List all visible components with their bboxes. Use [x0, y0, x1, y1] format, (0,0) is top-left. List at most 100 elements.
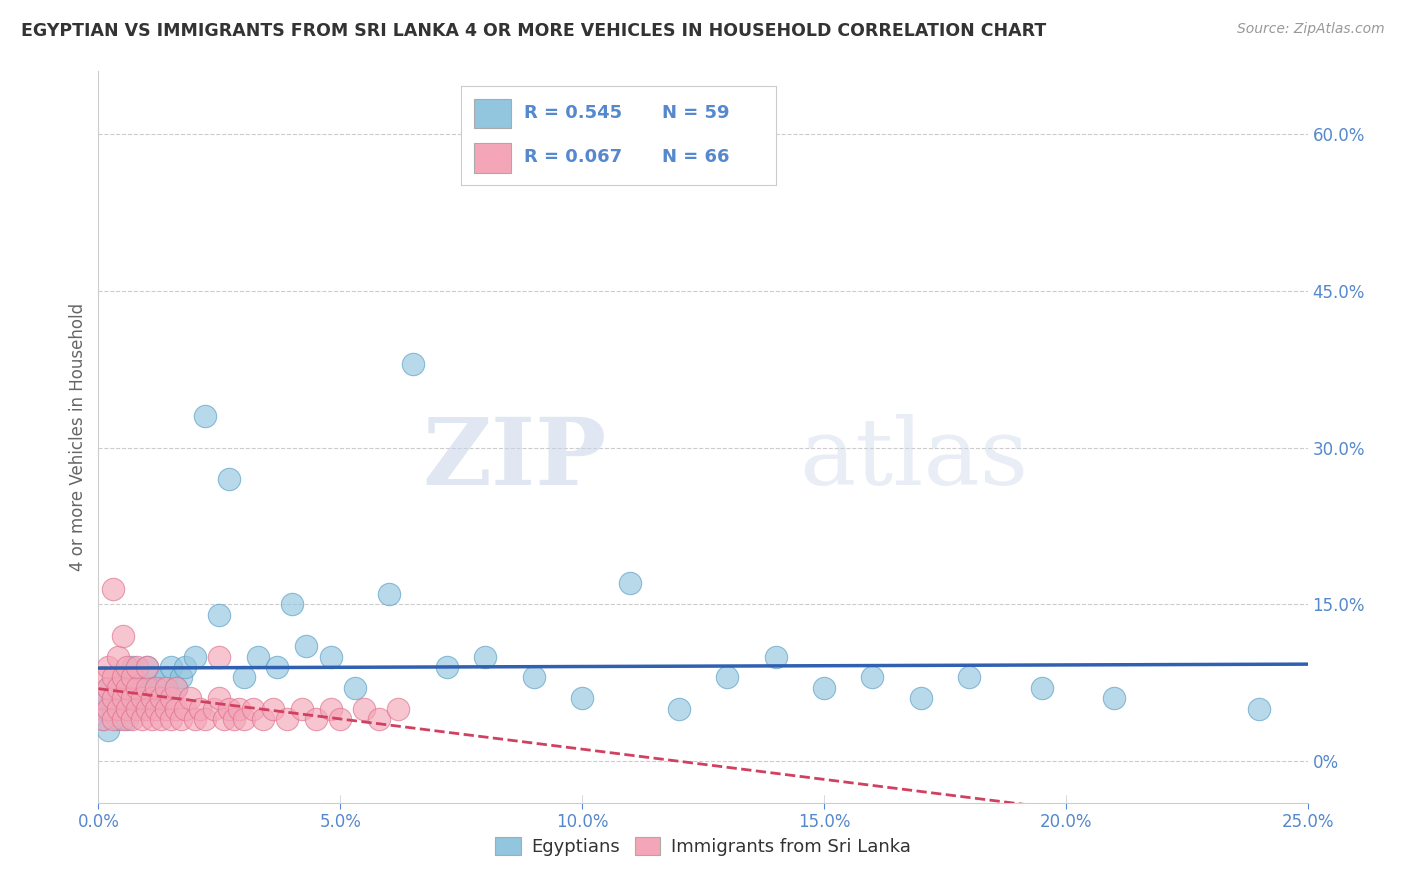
- Point: [204, 702, 226, 716]
- Point: [343, 681, 366, 695]
- Point: [169, 670, 191, 684]
- Point: [131, 681, 153, 695]
- Point: [402, 357, 425, 371]
- Point: [91, 702, 114, 716]
- Point: [117, 660, 139, 674]
- Point: [290, 702, 312, 716]
- Point: [117, 702, 139, 716]
- Point: [131, 702, 153, 716]
- Text: ZIP: ZIP: [422, 414, 606, 504]
- Point: [107, 681, 129, 695]
- Point: [111, 712, 134, 726]
- Point: [150, 712, 173, 726]
- Point: [619, 576, 641, 591]
- Point: [1249, 702, 1271, 716]
- Point: [141, 712, 163, 726]
- Point: [387, 702, 409, 716]
- Point: [368, 712, 391, 726]
- Point: [571, 691, 593, 706]
- Point: [262, 702, 284, 716]
- Point: [97, 660, 120, 674]
- Point: [329, 712, 352, 726]
- Point: [266, 660, 288, 674]
- Point: [101, 670, 124, 684]
- Point: [150, 691, 173, 706]
- Point: [97, 723, 120, 737]
- Point: [111, 670, 134, 684]
- Point: [765, 649, 787, 664]
- Point: [121, 702, 143, 716]
- Point: [247, 649, 270, 664]
- Point: [91, 691, 114, 706]
- Point: [165, 702, 187, 716]
- Point: [91, 712, 114, 726]
- Point: [353, 702, 375, 716]
- Point: [218, 472, 240, 486]
- Point: [276, 712, 298, 726]
- Point: [184, 649, 207, 664]
- Point: [252, 712, 274, 726]
- Point: [121, 660, 143, 674]
- Point: [218, 702, 240, 716]
- Point: [111, 702, 134, 716]
- Point: [1102, 691, 1125, 706]
- Point: [107, 649, 129, 664]
- Point: [101, 702, 124, 716]
- Point: [111, 670, 134, 684]
- Point: [127, 670, 149, 684]
- Point: [194, 712, 217, 726]
- Text: Source: ZipAtlas.com: Source: ZipAtlas.com: [1237, 22, 1385, 37]
- Point: [188, 702, 211, 716]
- Point: [228, 702, 250, 716]
- Point: [295, 639, 318, 653]
- Point: [281, 597, 304, 611]
- Point: [145, 702, 167, 716]
- Point: [127, 691, 149, 706]
- Point: [135, 660, 157, 674]
- Point: [97, 702, 120, 716]
- Point: [107, 712, 129, 726]
- Point: [208, 691, 231, 706]
- Point: [131, 712, 153, 726]
- Point: [97, 681, 120, 695]
- Point: [117, 712, 139, 726]
- Point: [101, 691, 124, 706]
- Point: [97, 681, 120, 695]
- Point: [860, 670, 883, 684]
- Point: [910, 691, 932, 706]
- Point: [111, 691, 134, 706]
- Point: [91, 712, 114, 726]
- Point: [107, 702, 129, 716]
- Point: [174, 702, 197, 716]
- Point: [101, 582, 124, 596]
- Point: [111, 691, 134, 706]
- Point: [377, 587, 399, 601]
- Point: [101, 691, 124, 706]
- Point: [208, 607, 231, 622]
- Point: [208, 649, 231, 664]
- Point: [194, 409, 217, 424]
- Point: [145, 681, 167, 695]
- Point: [127, 681, 149, 695]
- Point: [1031, 681, 1053, 695]
- Point: [155, 702, 177, 716]
- Text: EGYPTIAN VS IMMIGRANTS FROM SRI LANKA 4 OR MORE VEHICLES IN HOUSEHOLD CORRELATIO: EGYPTIAN VS IMMIGRANTS FROM SRI LANKA 4 …: [21, 22, 1046, 40]
- Point: [319, 702, 342, 716]
- Point: [155, 681, 177, 695]
- Point: [232, 670, 254, 684]
- Point: [169, 712, 191, 726]
- Point: [135, 691, 157, 706]
- Point: [212, 712, 235, 726]
- Point: [117, 681, 139, 695]
- Point: [91, 670, 114, 684]
- Point: [160, 660, 183, 674]
- Point: [121, 670, 143, 684]
- Point: [97, 691, 120, 706]
- Point: [127, 660, 149, 674]
- Point: [523, 670, 546, 684]
- Point: [668, 702, 690, 716]
- Y-axis label: 4 or more Vehicles in Household: 4 or more Vehicles in Household: [69, 303, 87, 571]
- Point: [957, 670, 980, 684]
- Point: [121, 691, 143, 706]
- Point: [474, 649, 496, 664]
